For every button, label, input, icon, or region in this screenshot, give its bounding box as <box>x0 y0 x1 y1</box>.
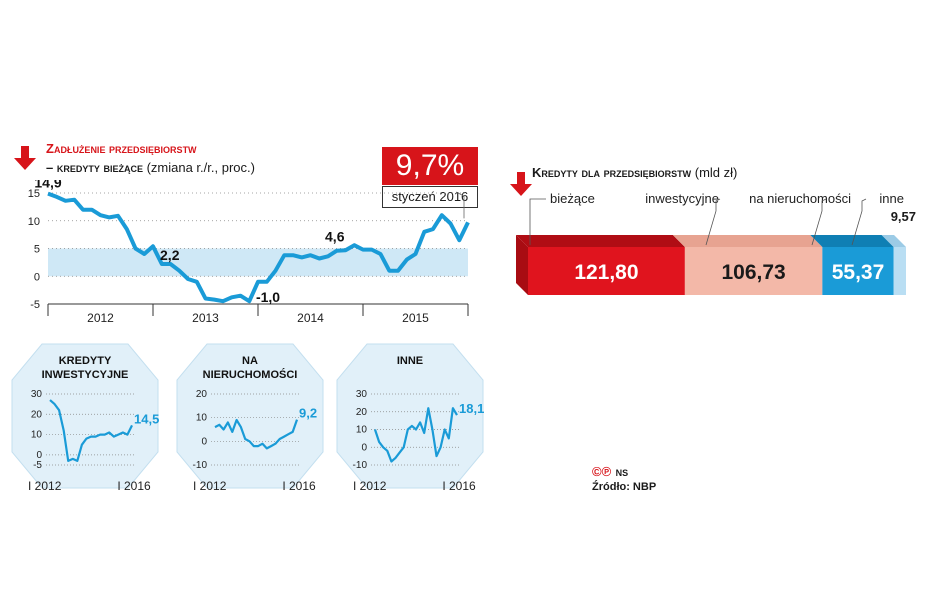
y-tick-label: 5 <box>34 244 40 256</box>
bar-chart-title-unit: (mld zł) <box>691 165 738 180</box>
small-chart-inwestycyjne: KREDYTY INWESTYCYJNE 30 20 10 0-5 14,5 I 2012 I … <box>11 343 159 493</box>
callout-value-box: 9,7% <box>382 147 478 185</box>
bar-chart-title: Kredyty dla przedsiębiorstw (mld zł) <box>532 164 737 182</box>
chart-background <box>11 343 159 489</box>
y-tick-label: 30 <box>31 389 43 400</box>
annotation-label: 14,9 <box>34 180 61 191</box>
leader-line <box>851 198 867 246</box>
y-tick-label: 0 <box>361 442 367 453</box>
x-label-start: I 2012 <box>193 479 227 493</box>
bar-segment <box>822 247 894 295</box>
x-label-end: I 2016 <box>442 479 476 493</box>
main-chart-subtitle-unit: (zmiana r./r., proc.) <box>142 160 255 175</box>
x-label-end: I 2016 <box>282 479 316 493</box>
annotation-label: -1,0 <box>256 289 280 305</box>
y-tick-label: 0 <box>34 271 40 283</box>
bar-segment <box>528 247 685 295</box>
bar-segment-top <box>881 235 906 247</box>
y-tick-label: -5 <box>33 460 42 471</box>
bar-segment-top <box>672 235 823 247</box>
bar-value-label: 106,73 <box>722 261 786 284</box>
author-initials: NS <box>615 468 629 478</box>
y-tick-label: -10 <box>193 460 208 471</box>
x-label-start: I 2012 <box>28 479 62 493</box>
end-value-label: 14,5 <box>134 411 159 426</box>
bar-segment-top <box>810 235 894 247</box>
small-chart-title: INWESTYCYJNE <box>42 369 129 381</box>
main-chart-title: Zadłużenie przedsiębiorstw <box>46 141 197 156</box>
y-tick-label: 10 <box>28 216 40 228</box>
annotation-label: 2,2 <box>160 247 180 263</box>
bar-category-label: inne <box>879 191 904 206</box>
y-tick-label: 15 <box>28 188 40 200</box>
callout-connector <box>455 191 465 219</box>
y-tick-label: 30 <box>356 389 368 400</box>
small-chart-title: NIERUCHOMOŚCI <box>203 368 298 381</box>
small-chart-title: NA <box>242 355 258 367</box>
year-label: 2013 <box>192 311 219 325</box>
y-tick-label: 10 <box>196 413 208 424</box>
small-chart-title: KREDYTY <box>59 355 112 367</box>
copyright-icon: ©℗ <box>592 464 612 479</box>
bar-segment <box>684 247 823 295</box>
year-label: 2014 <box>297 311 324 325</box>
down-arrow-icon <box>14 146 36 170</box>
copyright-mark: ©℗ NS <box>592 463 628 481</box>
y-tick-label: 10 <box>356 425 368 436</box>
y-tick-label: -5 <box>30 299 40 311</box>
small-chart-title: INNE <box>397 355 423 367</box>
bar-value-label: 9,57 <box>891 209 916 224</box>
bar-category-label: inwestycyjne <box>645 191 719 206</box>
end-value-label: 18,1 <box>459 401 484 416</box>
bar-category-label: na nieruchomości <box>749 191 851 206</box>
bar-side-face <box>516 235 528 295</box>
bar-value-label: 55,37 <box>832 261 885 284</box>
chart-background <box>176 343 324 489</box>
source-note: Źródło: NBP <box>592 481 657 493</box>
main-chart-subtitle-bold: – kredyty bieżące <box>46 160 143 175</box>
y-tick-label: 20 <box>196 389 208 400</box>
x-label-end: I 2016 <box>117 479 151 493</box>
leader-line <box>705 198 721 246</box>
leader-line <box>529 198 546 245</box>
annotation-label: 4,6 <box>325 229 345 245</box>
end-value-label: 9,2 <box>299 406 317 421</box>
bar-segment <box>893 247 906 295</box>
chart-background <box>336 343 484 489</box>
bar-segment-top <box>516 235 685 247</box>
main-line-chart: 15 10 5 0 -5 2012 2013 2014 2015 14,9 2,2 -1,0 4,6 <box>28 180 470 325</box>
series-line <box>47 191 470 304</box>
year-label: 2015 <box>402 311 429 325</box>
y-tick-label: 0 <box>36 450 42 461</box>
down-arrow-icon <box>510 172 532 196</box>
main-chart-subtitle: – kredyty bieżące (zmiana r./r., proc.) <box>46 159 255 177</box>
small-chart-inne: INNE 30 20 10 0 -10 18,1 I 2012 I 2016 <box>336 343 484 493</box>
series-line <box>214 418 299 450</box>
leader-line <box>811 198 827 246</box>
y-tick-label: 10 <box>31 430 43 441</box>
bar-chart-title-bold: Kredyty dla przedsiębiorstw <box>532 165 692 180</box>
x-label-start: I 2012 <box>353 479 387 493</box>
y-tick-label: -10 <box>353 460 368 471</box>
bar-value-label: 121,80 <box>574 261 638 284</box>
stacked-bar-chart: 121,80 106,73 55,37 9,57 bieżące inwestycyjne… <box>516 191 916 295</box>
y-tick-label: 20 <box>356 407 368 418</box>
callout-label: styczeń 2016 <box>382 186 478 208</box>
bar-category-label: bieżące <box>550 191 595 206</box>
y-tick-label: 20 <box>31 409 43 420</box>
year-label: 2012 <box>87 311 114 325</box>
y-tick-label: 0 <box>201 436 207 447</box>
